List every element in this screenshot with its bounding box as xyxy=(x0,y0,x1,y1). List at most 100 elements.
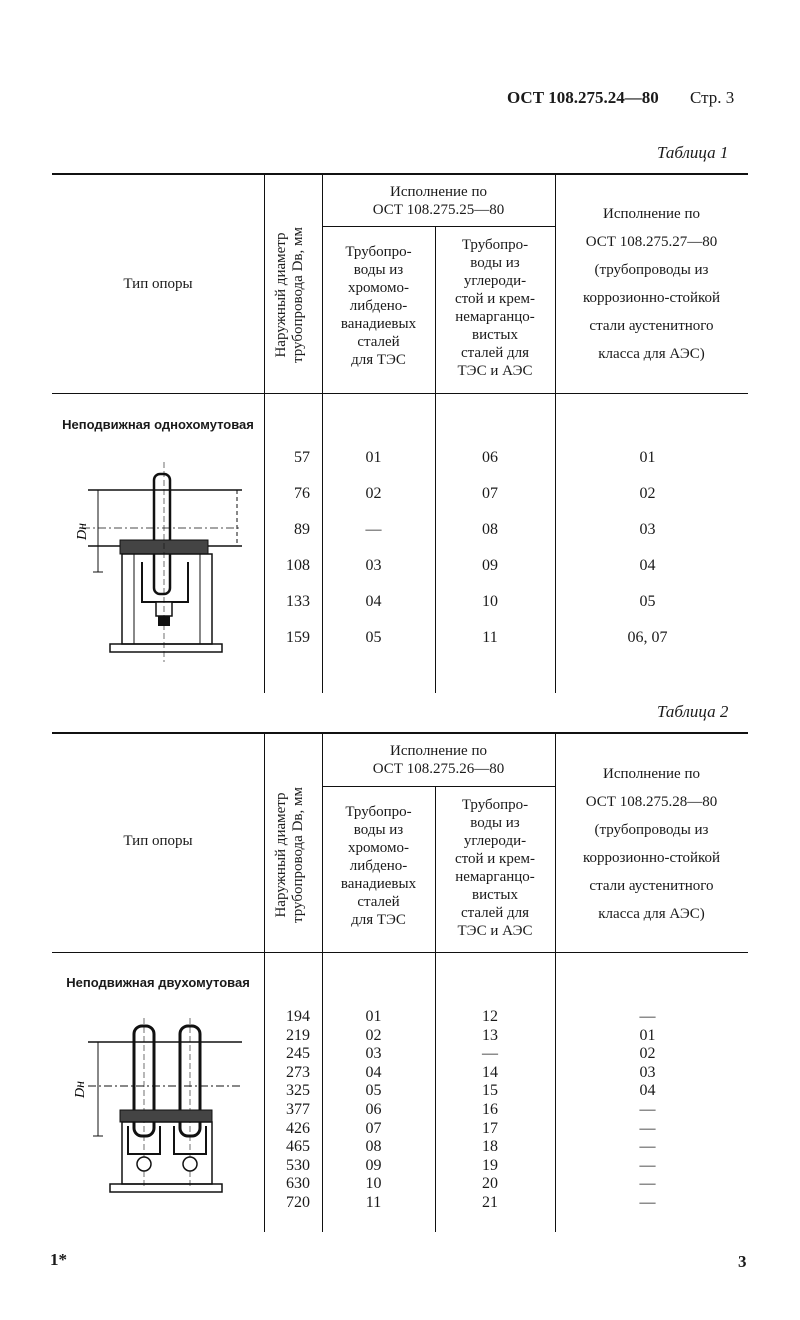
table2-diameter-cell: 245 xyxy=(264,1045,310,1064)
table2-col-c-cell: 01 xyxy=(555,1027,740,1046)
table1-col-b-cell: 11 xyxy=(435,620,545,656)
table1-col-c-cell: 05 xyxy=(555,584,740,620)
table1-group-header: Исполнение по ОСТ 108.275.25—80 xyxy=(322,183,555,219)
table2-diameter-cell: 325 xyxy=(264,1082,310,1101)
table2-col-b-cell: 15 xyxy=(435,1082,545,1101)
table1-diameter-cell: 159 xyxy=(264,620,310,656)
table2-diameter-cell: 426 xyxy=(264,1120,310,1139)
table2-col-b-cell: 21 xyxy=(435,1194,545,1213)
table1-diameter-column: 57 76 89 108 133 159 xyxy=(264,440,322,656)
table2-col-c-cell: — xyxy=(555,1138,740,1157)
table2-col-c-header: Исполнение по ОСТ 108.275.28—80 (трубопр… xyxy=(555,760,748,928)
table2-col-c-cell: — xyxy=(555,1194,740,1213)
table1-col-c-cell: 01 xyxy=(555,440,740,476)
table1-col-a-cell: 02 xyxy=(322,476,425,512)
table2-col-a-cell: 08 xyxy=(322,1138,425,1157)
table2-col-c-cell: 03 xyxy=(555,1064,740,1083)
table2-diameter-cell: 530 xyxy=(264,1157,310,1176)
table2-diameter-cell: 219 xyxy=(264,1027,310,1046)
single-clamp-support-drawing: Dн xyxy=(62,462,247,662)
table2-col-b-cell: 14 xyxy=(435,1064,545,1083)
table2-col-c-cell: — xyxy=(555,1175,740,1194)
table1-col-c-cell: 02 xyxy=(555,476,740,512)
table2-diameter-column: 194 219 245 273 325 377 426 465 530 630 720 xyxy=(264,1008,322,1213)
table2-col-a-cell: 01 xyxy=(322,1008,425,1027)
table2-col-a-cell: 04 xyxy=(322,1064,425,1083)
table1-col-a-cell: 01 xyxy=(322,440,425,476)
table1-col-b-cell: 07 xyxy=(435,476,545,512)
table2-col-c-cell: 02 xyxy=(555,1045,740,1064)
table1-col-b-column: 06 07 08 09 10 11 xyxy=(435,440,545,656)
table2-col-c-cell: — xyxy=(555,1101,740,1120)
table2-col-b-cell: 20 xyxy=(435,1175,545,1194)
table2-col-b-cell: 12 xyxy=(435,1008,545,1027)
double-clamp-support-drawing: Dн xyxy=(62,1018,247,1198)
footer-left-mark: 1* xyxy=(50,1250,67,1270)
table2-diameter-cell: 194 xyxy=(264,1008,310,1027)
table2-col-a-cell: 10 xyxy=(322,1175,425,1194)
table2-col-b-cell: 18 xyxy=(435,1138,545,1157)
table2-col-b-column: 12 13—14 15 16 17 18 19 20 21 xyxy=(435,1008,545,1213)
table2-col-c-cell: — xyxy=(555,1157,740,1176)
table2-col-a-cell: 05 xyxy=(322,1082,425,1101)
table2-diameter-cell: 273 xyxy=(264,1064,310,1083)
table1-col-a-column: 01 02—03 04 05 xyxy=(322,440,425,656)
table1-diameter-cell: 108 xyxy=(264,548,310,584)
document-code: ОСТ 108.275.24—80 xyxy=(507,88,659,108)
table2-col-type-header: Тип опоры xyxy=(52,832,264,850)
table2-diameter-cell: 720 xyxy=(264,1194,310,1213)
table2-col-a-column: 01 02 03 04 05 06 07 08 09 10 11 xyxy=(322,1008,425,1213)
table2-col-c-cell: — xyxy=(555,1120,740,1139)
table1-col-c-cell: 06, 07 xyxy=(555,620,740,656)
table2-diameter-cell: 377 xyxy=(264,1101,310,1120)
table1-col-c-cell: 04 xyxy=(555,548,740,584)
page-label: Стр. 3 xyxy=(690,88,734,108)
table1-col-a-cell: 03 xyxy=(322,548,425,584)
table2-col-a-cell: 02 xyxy=(322,1027,425,1046)
table2-col-a-cell: 09 xyxy=(322,1157,425,1176)
table1-col-c-cell: 03 xyxy=(555,512,740,548)
dn-dimension-label: Dн xyxy=(75,523,90,541)
table1-col-a-cell: 05 xyxy=(322,620,425,656)
table2-col-b-cell: 13 xyxy=(435,1027,545,1046)
table1-col-b-cell: 10 xyxy=(435,584,545,620)
table1-diameter-cell: 57 xyxy=(264,440,310,476)
table1-col-c-header: Исполнение по ОСТ 108.275.27—80 (трубопр… xyxy=(555,200,748,368)
table2-support-name: Неподвижная двухомутовая xyxy=(52,974,264,992)
table2-diameter-cell: 465 xyxy=(264,1138,310,1157)
table1-col-a-cell: — xyxy=(322,512,425,548)
table2-col-a-cell: 11 xyxy=(322,1194,425,1213)
table2-diameter-cell: 630 xyxy=(264,1175,310,1194)
table2-col-b-cell: 19 xyxy=(435,1157,545,1176)
table1-col-c-column: 01 02 03 04 05 06, 07 xyxy=(555,440,740,656)
table1-support-name: Неподвижная однохомутовая xyxy=(52,416,264,434)
table1-col-b-cell: 08 xyxy=(435,512,545,548)
table2-col-c-column: —01 02 03 04— — — — — — xyxy=(555,1008,740,1213)
table1-diameter-cell: 89 xyxy=(264,512,310,548)
table1-col-type-header: Тип опоры xyxy=(52,275,264,293)
page-number: 3 xyxy=(738,1252,747,1272)
table2-col-c-cell: 04 xyxy=(555,1082,740,1101)
table2-col-a-header: Трубопро- воды из хромомо- либдено- вана… xyxy=(322,803,435,929)
table1-col-a-cell: 04 xyxy=(322,584,425,620)
table2-group-header: Исполнение по ОСТ 108.275.26—80 xyxy=(322,742,555,778)
table1-col-a-header: Трубопро- воды из хромомо- либдено- вана… xyxy=(322,243,435,369)
table1-caption: Таблица 1 xyxy=(657,143,728,163)
table2-col-a-cell: 06 xyxy=(322,1101,425,1120)
table1-col-b-cell: 09 xyxy=(435,548,545,584)
table2-caption: Таблица 2 xyxy=(657,702,728,722)
table2-col-b-header: Трубопро- воды из углероди- стой и крем-… xyxy=(435,796,555,940)
table1-diameter-cell: 133 xyxy=(264,584,310,620)
table2-col-diameter-header: Наружный диаметр трубопровода Dв, мм xyxy=(273,760,313,950)
table1-col-b-header: Трубопро- воды из углероди- стой и крем-… xyxy=(435,236,555,380)
dn-dimension-label-2: Dн xyxy=(73,1081,88,1099)
table2-col-b-cell: 17 xyxy=(435,1120,545,1139)
table2-col-a-cell: 03 xyxy=(322,1045,425,1064)
table2-col-b-cell: — xyxy=(435,1045,545,1064)
table2-col-b-cell: 16 xyxy=(435,1101,545,1120)
table1-col-diameter-header: Наружный диаметр трубопровода Dв, мм xyxy=(273,200,313,390)
table2-col-c-cell: — xyxy=(555,1008,740,1027)
table1-diameter-cell: 76 xyxy=(264,476,310,512)
table1-col-b-cell: 06 xyxy=(435,440,545,476)
table2-col-a-cell: 07 xyxy=(322,1120,425,1139)
